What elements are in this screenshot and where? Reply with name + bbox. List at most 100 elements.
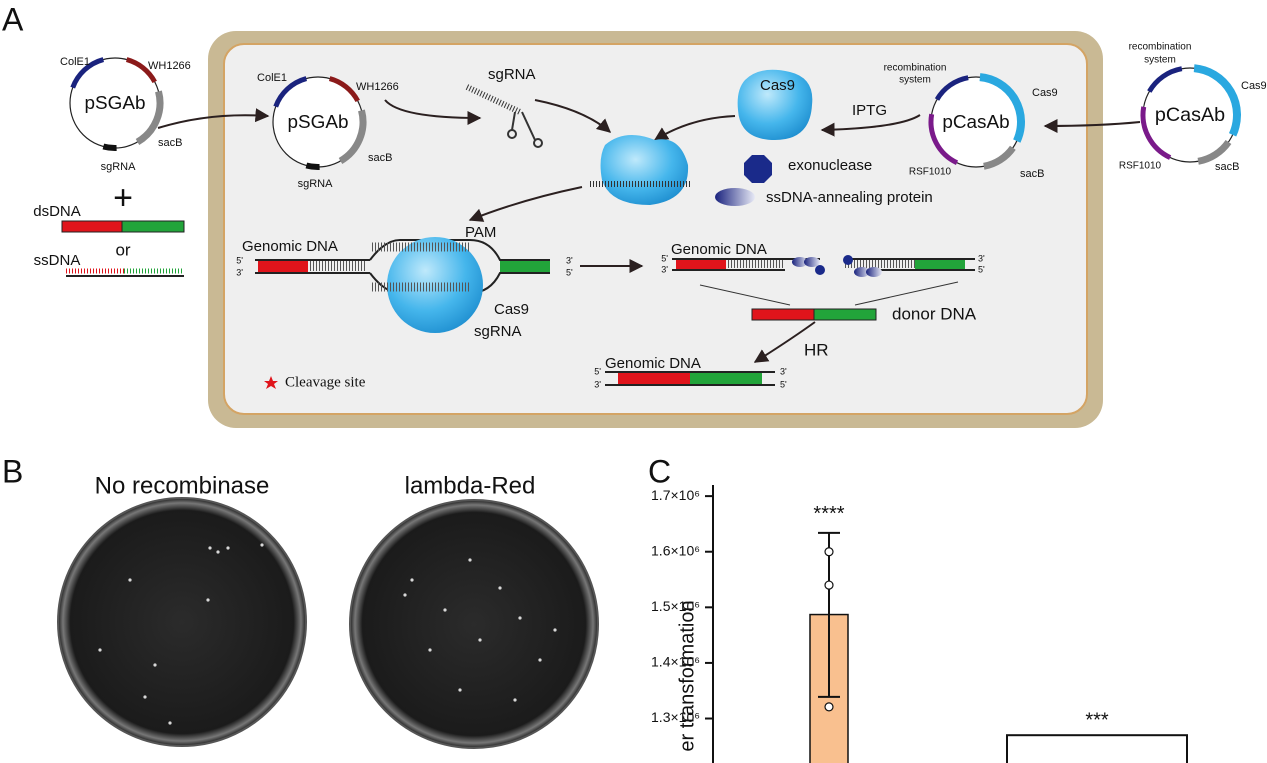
dsdna-green (121, 220, 185, 233)
label: pSGAb (85, 93, 146, 114)
label: 3' (780, 366, 787, 376)
label: 3' (594, 379, 601, 389)
sgrna-hairpin (507, 129, 517, 139)
colony (260, 543, 264, 547)
arrows (157, 99, 1141, 363)
label: system (1144, 55, 1176, 66)
colony (168, 721, 172, 725)
plate (349, 499, 599, 749)
label: sgRNA (488, 66, 536, 83)
label: PAM (465, 224, 496, 241)
plasmid-feature (273, 76, 308, 108)
label: pCasAb (942, 112, 1009, 133)
plasmid-feature (934, 75, 969, 101)
plasmid-feature (305, 162, 320, 170)
label: sacB (158, 137, 182, 149)
product-dna (605, 371, 775, 386)
label: pCasAb (1155, 104, 1225, 126)
label: ssDNA (34, 252, 81, 269)
label: sacB (368, 152, 392, 164)
plasmid-feature (328, 76, 360, 103)
sgrna-hairpin (533, 138, 543, 148)
label: Cas9 (1032, 87, 1058, 99)
cas9-protein (737, 69, 813, 140)
label: er transformation (676, 600, 698, 751)
label: donor DNA (892, 304, 977, 323)
label: Genomic DNA (605, 355, 701, 372)
exonuclease-icon (744, 155, 772, 183)
label: HR (804, 340, 829, 359)
label: system (899, 75, 931, 86)
plasmid-feature (979, 73, 1025, 143)
label: 1.4×10⁶ (651, 654, 700, 670)
label: sacB (1215, 161, 1239, 173)
label: sacB (1020, 168, 1044, 180)
colony (468, 558, 472, 562)
label: or (115, 240, 130, 259)
cleavage-star (264, 376, 278, 389)
label: ColE1 (257, 72, 287, 84)
plasmid-feature (338, 109, 367, 165)
colony (153, 663, 157, 667)
plasmid-feature (983, 145, 1016, 170)
label: Cas9 (760, 77, 795, 94)
label: 5' (594, 366, 601, 376)
colony (410, 578, 414, 582)
plasmid-feature (1147, 66, 1183, 93)
label: WH1266 (148, 60, 191, 72)
data-point (824, 702, 834, 712)
colony (478, 638, 482, 642)
plasmid-feature (1197, 139, 1232, 165)
label: 1.3×10⁶ (651, 709, 700, 725)
label: recombination (884, 63, 947, 74)
cas9-complex (600, 135, 689, 205)
plasmid-feature (102, 143, 117, 151)
label: pSGAb (288, 112, 349, 133)
label: Cleavage site (285, 374, 366, 390)
dsdna-red (61, 220, 123, 233)
label: ColE1 (60, 56, 90, 68)
sgrna-strand (465, 84, 522, 115)
label: Cas9 (494, 301, 529, 318)
label: Genomic DNA (242, 238, 338, 255)
label: 3' (978, 253, 985, 263)
label: 1.6×10⁶ (651, 542, 700, 558)
label: *** (1085, 709, 1109, 731)
colony (538, 658, 542, 662)
plasmid-feature (135, 90, 164, 146)
colony (216, 550, 220, 554)
plasmid-feature (1193, 64, 1241, 137)
cleavage-dna (255, 237, 550, 333)
colony (443, 608, 447, 612)
colony (206, 598, 210, 602)
label: 1.5×10⁶ (651, 598, 700, 614)
label: ssDNA-annealing protein (766, 189, 933, 206)
bar (1006, 734, 1188, 763)
label: 1.7×10⁶ (651, 487, 700, 503)
plasmid-feature (1140, 106, 1172, 160)
colony (403, 593, 407, 597)
label: lambda-Red (405, 472, 536, 499)
colony (143, 695, 147, 699)
label: C (648, 453, 671, 489)
donor-red (751, 308, 815, 321)
data-point (824, 580, 834, 590)
resection-dna (672, 255, 975, 306)
colony (98, 648, 102, 652)
label: 5' (566, 267, 573, 277)
label: RSF1010 (1119, 161, 1162, 172)
error-bar (818, 531, 840, 698)
label: recombination (1129, 42, 1192, 53)
label: **** (813, 503, 844, 525)
colony (226, 546, 230, 550)
label: 3' (236, 267, 243, 277)
label: 3' (566, 255, 573, 265)
label: 5' (661, 253, 668, 263)
label: Cas9 (1241, 80, 1267, 92)
label: exonuclease (788, 157, 872, 174)
label: 5' (236, 255, 243, 265)
label: WH1266 (356, 81, 399, 93)
label: dsDNA (33, 203, 81, 220)
label: 5' (780, 379, 787, 389)
